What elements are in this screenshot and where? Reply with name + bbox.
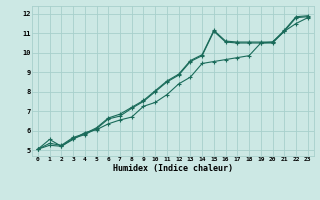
X-axis label: Humidex (Indice chaleur): Humidex (Indice chaleur) bbox=[113, 164, 233, 173]
